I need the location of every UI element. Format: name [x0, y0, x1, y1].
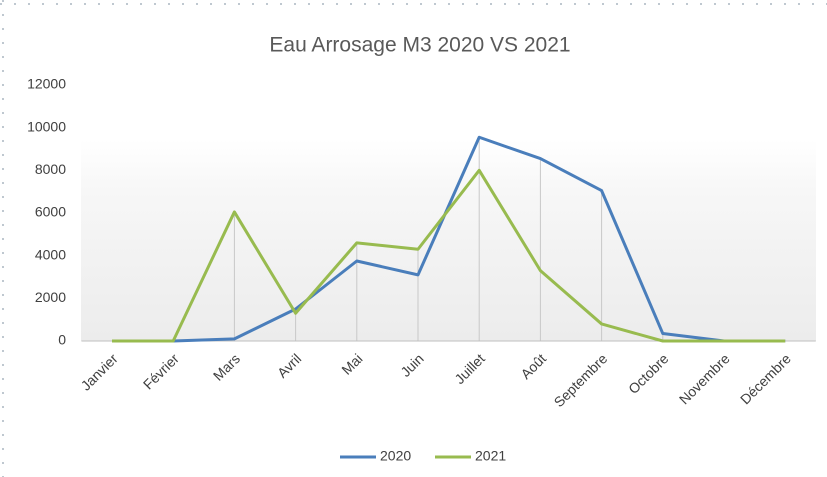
line-series — [112, 135, 786, 343]
x-tick-label: Février — [140, 350, 182, 392]
legend-label: 2021 — [475, 448, 506, 464]
y-tick-label: 8000 — [35, 161, 66, 177]
y-tick-label: 4000 — [35, 246, 66, 262]
y-tick-label: 0 — [58, 332, 66, 348]
y-tick-label: 6000 — [35, 204, 66, 220]
x-tick-label: Avril — [274, 350, 304, 380]
x-tick-label: Novembre — [676, 350, 733, 407]
x-tick-label: Juin — [397, 350, 426, 379]
plot-background — [81, 140, 816, 341]
chart-title: Eau Arrosage M3 2020 VS 2021 — [269, 34, 570, 57]
x-tick-label: Mars — [210, 350, 243, 383]
x-tick-label: Décembre — [737, 350, 794, 407]
x-tick-label: Septembre — [551, 350, 611, 410]
x-tick-label: Août — [517, 350, 549, 382]
x-tick-label: Mai — [338, 350, 365, 377]
x-tick-label: Janvier — [78, 350, 121, 393]
y-tick-label: 12000 — [27, 76, 66, 92]
x-tick-label: Octobre — [625, 350, 672, 397]
y-tick-label: 2000 — [35, 289, 66, 305]
y-tick-label: 10000 — [27, 118, 66, 134]
x-tick-label: Juillet — [451, 350, 488, 387]
legend-label: 2020 — [380, 448, 411, 464]
line-series — [112, 168, 786, 343]
